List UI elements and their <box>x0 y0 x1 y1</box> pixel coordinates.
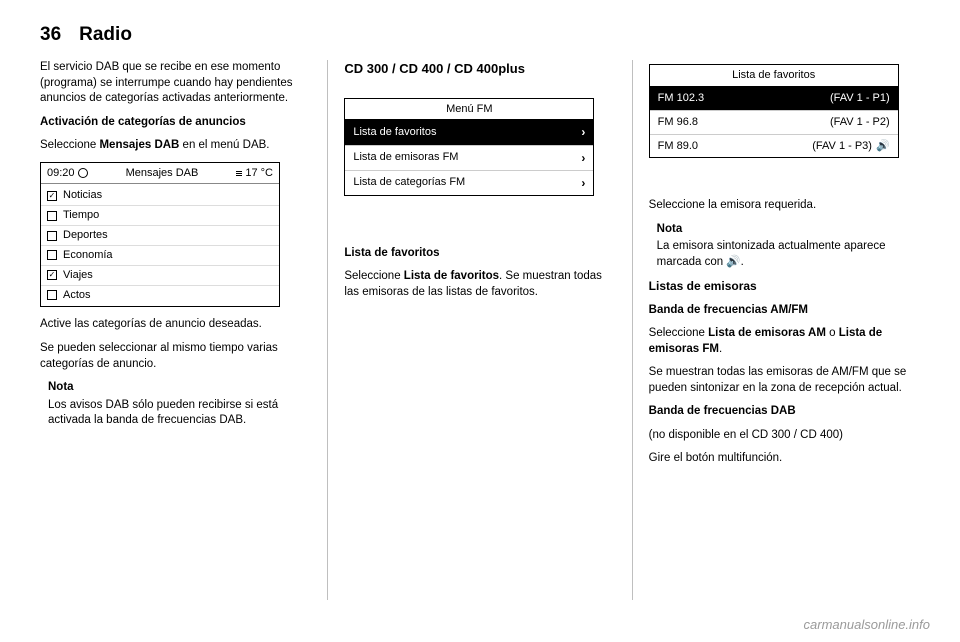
sound-icon: 🔊 <box>876 139 890 154</box>
fav-freq: FM 89.0 <box>658 139 698 154</box>
fm-menu-row[interactable]: Lista de favoritos › <box>345 120 593 145</box>
fm-row-label: Lista de favoritos <box>353 125 436 140</box>
dab-row[interactable]: Economía <box>41 246 279 266</box>
text: en el menú DAB. <box>179 139 269 151</box>
fav-slot-text: (FAV 1 - P2) <box>830 115 890 130</box>
text: . <box>719 343 722 355</box>
col3-subheading-dab: Banda de frecuencias DAB <box>649 404 920 420</box>
col1-paragraph-2: Seleccione Mensajes DAB en el menú DAB. <box>40 138 311 154</box>
col2-heading: CD 300 / CD 400 / CD 400plus <box>344 60 615 78</box>
note-block: Nota La emisora sintonizada actualmente … <box>657 222 920 271</box>
col1-paragraph-4: Se pueden seleccionar al mismo tiempo va… <box>40 341 311 372</box>
col1-paragraph-1: El servicio DAB que se recibe en ese mom… <box>40 60 311 107</box>
dab-label: Viajes <box>63 268 93 283</box>
favorites-title: Lista de favoritos <box>650 65 898 87</box>
checkbox-icon <box>47 211 57 221</box>
manual-page: 36 Radio El servicio DAB que se recibe e… <box>0 0 960 642</box>
col3-paragraph-1: Seleccione la emisora requerida. <box>649 198 920 214</box>
text: Seleccione <box>40 139 99 151</box>
temp-value: 17 °C <box>245 166 273 181</box>
checkbox-icon: ✓ <box>47 270 57 280</box>
page-number: 36 <box>40 24 61 46</box>
fav-freq: FM 96.8 <box>658 115 698 130</box>
favorites-row[interactable]: FM 89.0 (FAV 1 - P3) 🔊 <box>650 135 898 158</box>
fm-row-label: Lista de emisoras FM <box>353 150 458 165</box>
bars-icon <box>236 170 242 177</box>
col2-paragraph-1: Seleccione Lista de favoritos. Se muestr… <box>344 269 615 300</box>
fav-slot: (FAV 1 - P1) <box>830 91 890 106</box>
dab-row[interactable]: ✓ Noticias <box>41 186 279 206</box>
column-1: El servicio DAB que se recibe en ese mom… <box>40 60 327 600</box>
col3-paragraph-3: Se muestran todas las emisoras de AM/FM … <box>649 365 920 396</box>
text: Seleccione <box>344 270 403 282</box>
dab-label: Actos <box>63 288 91 303</box>
fm-menu-row[interactable]: Lista de emisoras FM › <box>345 146 593 171</box>
fm-menu-row[interactable]: Lista de categorías FM › <box>345 171 593 195</box>
dab-label: Tiempo <box>63 208 99 223</box>
clock-icon <box>78 168 88 178</box>
col3-paragraph-2: Seleccione Lista de emisoras AM o Lista … <box>649 326 920 357</box>
chevron-right-icon: › <box>581 175 585 191</box>
fm-row-label: Lista de categorías FM <box>353 175 465 190</box>
fav-slot-text: (FAV 1 - P1) <box>830 91 890 106</box>
text: Seleccione <box>649 327 708 339</box>
watermark: carmanualsonline.info <box>804 617 930 632</box>
text: o <box>826 327 839 339</box>
menu-name: Lista de emisoras AM <box>708 327 826 339</box>
col2-subheading: Lista de favoritos <box>344 246 615 262</box>
favorites-row[interactable]: FM 102.3 (FAV 1 - P1) <box>650 87 898 111</box>
checkbox-icon <box>47 290 57 300</box>
menu-name: Mensajes DAB <box>99 139 179 151</box>
dab-label: Noticias <box>63 188 102 203</box>
fm-menu-screenshot: Menú FM Lista de favoritos › Lista de em… <box>344 98 594 196</box>
page-header: 36 Radio <box>40 24 920 46</box>
dab-status-bar: 09:20 Mensajes DAB 17 °C <box>41 163 279 185</box>
dab-row[interactable]: Deportes <box>41 226 279 246</box>
note-body: La emisora sintonizada actualmente apare… <box>657 239 920 270</box>
dab-row[interactable]: Tiempo <box>41 206 279 226</box>
chevron-right-icon: › <box>581 124 585 140</box>
column-3: Lista de favoritos FM 102.3 (FAV 1 - P1)… <box>633 60 920 600</box>
dab-screen-title: Mensajes DAB <box>126 166 199 181</box>
dab-category-list: ✓ Noticias Tiempo Deportes Economía ✓ Viaj… <box>41 184 279 306</box>
checkbox-icon <box>47 231 57 241</box>
note-title: Nota <box>657 222 920 238</box>
dab-messages-screenshot: 09:20 Mensajes DAB 17 °C ✓ Noticias Tiemp… <box>40 162 280 308</box>
col3-paragraph-5: Gire el botón multifunción. <box>649 451 920 467</box>
col3-paragraph-4: (no disponible en el CD 300 / CD 400) <box>649 428 920 444</box>
chevron-right-icon: › <box>581 150 585 166</box>
fav-slot: (FAV 1 - P2) <box>830 115 890 130</box>
checkbox-icon: ✓ <box>47 191 57 201</box>
note-block: Nota Los avisos DAB sólo pueden recibirs… <box>48 380 311 429</box>
note-body: Los avisos DAB sólo pueden recibirse si … <box>48 398 311 429</box>
col1-subheading-1: Activación de categorías de anuncios <box>40 115 311 131</box>
dab-label: Deportes <box>63 228 108 243</box>
col1-paragraph-3: Active las categorías de anuncio deseada… <box>40 317 311 333</box>
menu-name: Lista de favoritos <box>404 270 499 282</box>
time-value: 09:20 <box>47 166 75 181</box>
dab-temp: 17 °C <box>236 166 273 181</box>
dab-time: 09:20 <box>47 166 88 181</box>
column-2: CD 300 / CD 400 / CD 400plus Menú FM Lis… <box>328 60 631 600</box>
section-title: Radio <box>79 24 132 46</box>
dab-label: Economía <box>63 248 113 263</box>
dab-row[interactable]: ✓ Viajes <box>41 266 279 286</box>
note-title: Nota <box>48 380 311 396</box>
dab-row[interactable]: Actos <box>41 286 279 305</box>
fm-menu-title: Menú FM <box>345 99 593 121</box>
col3-subheading-band: Banda de frecuencias AM/FM <box>649 303 920 319</box>
fav-slot-text: (FAV 1 - P3) <box>812 139 872 154</box>
content-columns: El servicio DAB que se recibe en ese mom… <box>40 60 920 600</box>
checkbox-icon <box>47 250 57 260</box>
fav-freq: FM 102.3 <box>658 91 704 106</box>
favorites-list-screenshot: Lista de favoritos FM 102.3 (FAV 1 - P1)… <box>649 64 899 158</box>
favorites-row[interactable]: FM 96.8 (FAV 1 - P2) <box>650 111 898 135</box>
fav-slot: (FAV 1 - P3) 🔊 <box>812 139 889 154</box>
col3-subheading-lists: Listas de emisoras <box>649 278 920 294</box>
